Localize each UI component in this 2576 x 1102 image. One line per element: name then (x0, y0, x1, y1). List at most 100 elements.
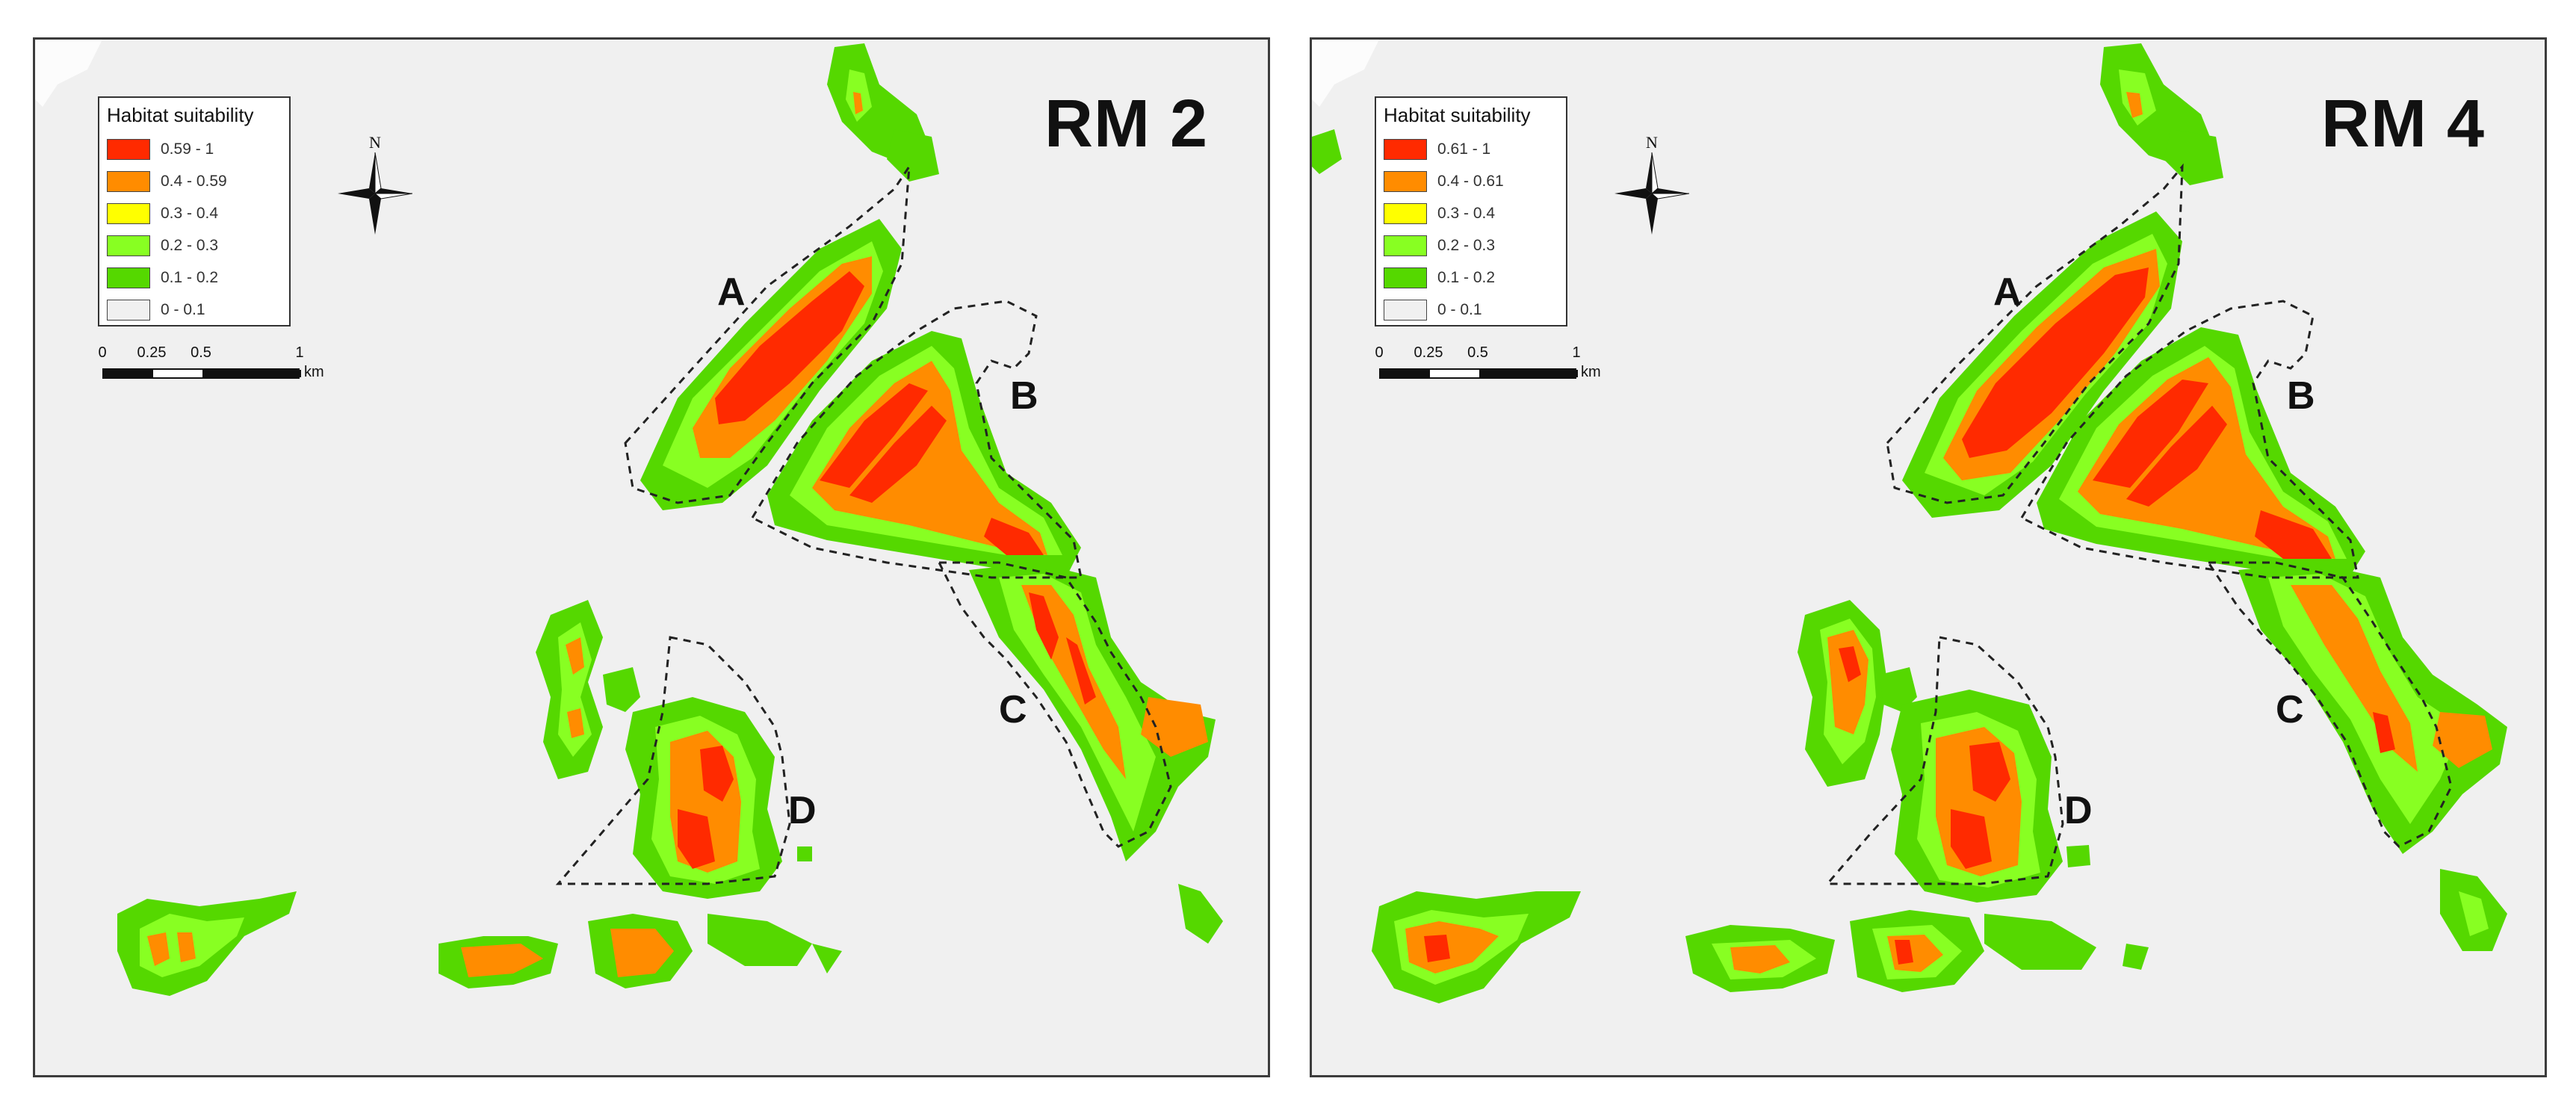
legend-item: 0.2 - 0.3 (1384, 229, 1558, 261)
habitat-patch-zone-d (625, 697, 782, 899)
habitat-patch-north-strip (2100, 43, 2223, 185)
legend-item: 0.2 - 0.3 (107, 229, 282, 261)
compass-rose-icon (338, 152, 412, 235)
legend-label: 0 - 0.1 (161, 300, 205, 318)
zone-label-d: D (2064, 789, 2093, 832)
legend-swatch (107, 138, 150, 160)
legend-label: 0.1 - 0.2 (1437, 268, 1496, 286)
scale-tick: 0.25 (137, 344, 167, 361)
zone-label-b: B (2287, 374, 2315, 418)
scale-bar-graphic (102, 368, 301, 379)
north-label: N (1646, 133, 1658, 152)
legend-item: 0.3 - 0.4 (1384, 197, 1558, 229)
map-panel-rm4: RM 4 A B C D Habitat suitability 0.61 - … (1310, 37, 2547, 1077)
habitat-patch-zone-c (969, 563, 1216, 861)
scale-unit: km (1581, 364, 1601, 380)
scale-tick: 0 (98, 344, 107, 361)
legend-swatch (1384, 267, 1427, 288)
zone-d-outline (555, 636, 791, 885)
scale-tick: 0.5 (191, 344, 211, 361)
panel-title: RM 4 (2320, 87, 2485, 161)
legend-label: 0.2 - 0.3 (161, 236, 219, 254)
legend-item: 0 - 0.1 (107, 294, 282, 326)
legend-item: 0.1 - 0.2 (107, 261, 282, 294)
legend-swatch (1384, 138, 1427, 160)
legend: Habitat suitability 0.59 - 1 0.4 - 0.59 … (98, 96, 291, 326)
north-arrow: N (1614, 133, 1689, 238)
habitat-patch-zone-d (1891, 690, 2063, 903)
legend-swatch (107, 235, 150, 256)
habitat-patch-west-cluster (536, 600, 640, 779)
legend-label: 0.2 - 0.3 (1437, 236, 1496, 254)
habitat-patch-zone-c (2238, 563, 2507, 854)
habitat-patch-zone-a (1902, 211, 2182, 518)
scale-tick: 0.25 (1414, 344, 1443, 361)
zone-c-outline (937, 561, 1172, 848)
zone-a-outline (624, 162, 911, 504)
zone-label-d: D (788, 789, 817, 832)
habitat-patch-zone-b (2037, 327, 2365, 581)
legend-label: 0.61 - 1 (1437, 140, 1491, 158)
coastline-patch (1312, 40, 1379, 107)
legend-swatch (1384, 202, 1427, 224)
map-panel-rm2: RM 2 A B C D Habitat suitability 0.59 - … (33, 37, 1270, 1077)
habitat-patch-south-row (1372, 845, 2507, 1003)
habitat-patch-south-row (117, 846, 1223, 996)
legend-swatch (107, 299, 150, 321)
legend-item: 0.4 - 0.61 (1384, 165, 1558, 197)
legend: Habitat suitability 0.61 - 1 0.4 - 0.61 … (1375, 96, 1567, 326)
compass-rose-icon (1614, 152, 1689, 235)
habitat-map-rm4 (1312, 40, 2507, 1003)
zone-a-outline (1886, 163, 2184, 504)
legend-swatch (1384, 235, 1427, 256)
habitat-patch-zone-a (640, 219, 902, 510)
legend-item: 0.61 - 1 (1384, 133, 1558, 165)
zone-label-c: C (2276, 688, 2304, 731)
habitat-map-rm2 (35, 40, 1223, 996)
north-label: N (369, 133, 381, 152)
zone-label-b: B (1010, 374, 1038, 418)
scale-tick: 1 (1572, 344, 1581, 361)
coastline-patch (35, 40, 102, 107)
zone-c-outline (2206, 561, 2453, 848)
legend-label: 0.3 - 0.4 (161, 204, 219, 222)
zone-outlines (555, 162, 1172, 885)
habitat-patch-coast-west (1312, 129, 1342, 174)
zone-outlines (1824, 163, 2453, 885)
zone-b-outline (750, 300, 1083, 579)
legend-item: 0.59 - 1 (107, 133, 282, 165)
legend-label: 0.4 - 0.61 (1437, 172, 1504, 190)
legend-label: 0.59 - 1 (161, 140, 214, 158)
scale-unit: km (304, 364, 324, 380)
zone-label-c: C (999, 688, 1027, 731)
scale-bar: 0 0.25 0.5 1 km (1375, 344, 1641, 389)
legend-item: 0.4 - 0.59 (107, 165, 282, 197)
zone-label-a: A (1993, 270, 2022, 314)
legend-label: 0.4 - 0.59 (161, 172, 227, 190)
legend-label: 0.1 - 0.2 (161, 268, 219, 286)
legend-label: 0.3 - 0.4 (1437, 204, 1496, 222)
zone-label-a: A (717, 270, 746, 314)
legend-swatch (1384, 170, 1427, 192)
north-arrow: N (338, 133, 412, 238)
habitat-patch-zone-b (767, 331, 1081, 578)
scale-bar-graphic (1379, 368, 1578, 379)
zone-d-outline (1824, 636, 2064, 885)
zone-b-outline (2019, 300, 2359, 579)
scale-tick: 0 (1375, 344, 1384, 361)
legend-item: 0.1 - 0.2 (1384, 261, 1558, 294)
legend-title: Habitat suitability (107, 104, 254, 126)
legend-swatch (1384, 299, 1427, 321)
legend-swatch (107, 170, 150, 192)
legend-title: Habitat suitability (1384, 104, 1531, 126)
legend-label: 0 - 0.1 (1437, 300, 1482, 318)
scale-tick: 0.5 (1467, 344, 1488, 361)
habitat-patch-west-cluster (1798, 600, 1917, 787)
scale-tick: 1 (295, 344, 304, 361)
panel-title: RM 2 (1044, 87, 1208, 161)
legend-swatch (107, 267, 150, 288)
legend-swatch (107, 202, 150, 224)
habitat-patch-north-strip (827, 43, 939, 182)
legend-item: 0 - 0.1 (1384, 294, 1558, 326)
legend-item: 0.3 - 0.4 (107, 197, 282, 229)
